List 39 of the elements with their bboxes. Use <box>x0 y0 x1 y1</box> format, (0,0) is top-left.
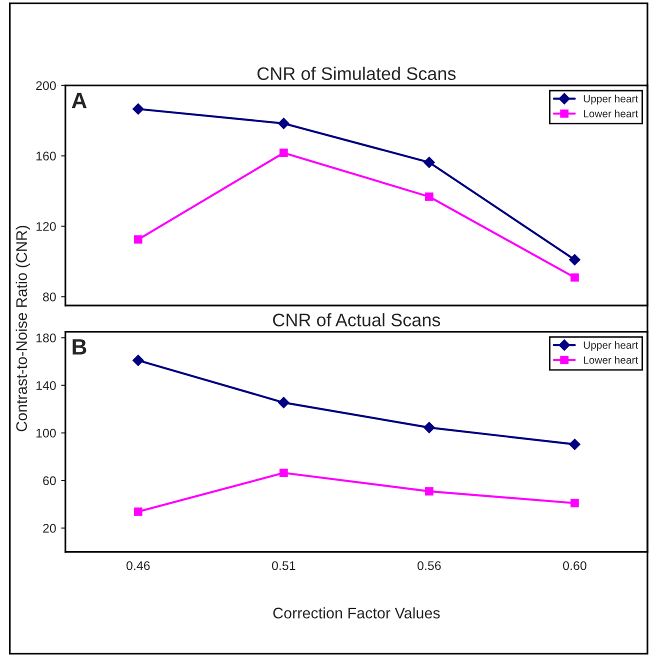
point <box>570 498 579 508</box>
y-tick-label: 120 <box>36 222 56 231</box>
point <box>132 103 144 115</box>
point <box>278 396 290 408</box>
point <box>569 438 580 450</box>
chart-title: CNR of Actual Scans <box>273 313 440 326</box>
y-tick-label: 140 <box>36 381 56 390</box>
y-tick-label: 60 <box>43 476 56 486</box>
y-tick-label: 200 <box>36 81 56 90</box>
x-tick-label: 0.56 <box>418 561 441 570</box>
chart-title: CNR of Simulated Scans <box>258 66 456 80</box>
point <box>425 487 434 496</box>
x-axis-title: Correction Factor Values <box>273 607 440 619</box>
x-tick-label: 0.60 <box>563 561 586 570</box>
legend-label: Upper heart <box>584 341 638 351</box>
point <box>424 156 435 168</box>
x-tick-label: 0.51 <box>272 561 296 570</box>
point <box>280 148 288 158</box>
point <box>569 254 580 266</box>
y-tick-label: 80 <box>43 292 56 302</box>
y-tick-label: 180 <box>36 334 56 342</box>
legend-label: Lower heart <box>584 356 638 364</box>
legend-label: Upper heart <box>584 94 638 104</box>
y-tick-label: 20 <box>43 524 56 533</box>
x-tick-label: 0.46 <box>126 561 150 570</box>
y-axis-title: Contrast-to-Noise Ratio (CNR) <box>16 226 30 432</box>
point <box>278 118 290 130</box>
point <box>134 235 142 244</box>
y-tick-label: 100 <box>36 428 56 438</box>
point <box>280 468 288 478</box>
annotation: A <box>72 92 87 108</box>
point <box>134 508 142 516</box>
y-tick-label: 160 <box>36 152 56 160</box>
point <box>424 422 435 434</box>
legend-label: Lower heart <box>584 110 638 118</box>
point <box>132 354 144 366</box>
annotation: B <box>72 339 86 354</box>
point <box>425 192 434 201</box>
point <box>570 273 579 282</box>
